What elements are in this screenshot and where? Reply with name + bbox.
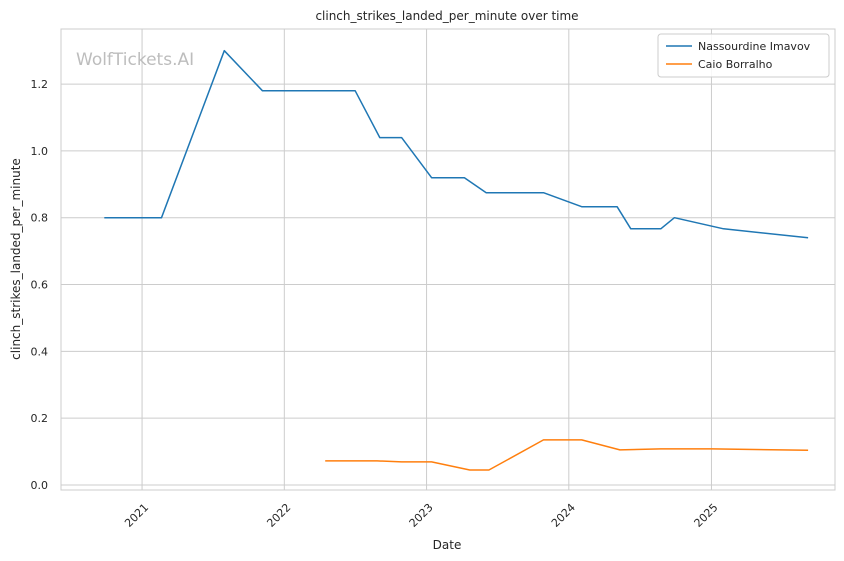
series-line-2 xyxy=(325,439,809,471)
legend-label-series-1: Nassourdine Imavov xyxy=(698,40,811,53)
x-axis-label: Date xyxy=(433,538,462,552)
watermark-text: WolfTickets.AI xyxy=(76,50,194,70)
y-tick-label: 0.6 xyxy=(31,279,49,292)
grid-lines xyxy=(61,29,835,490)
series-lines xyxy=(104,49,809,471)
legend-label-series-2: Caio Borralho xyxy=(698,58,773,71)
chart-title: clinch_strikes_landed_per_minute over ti… xyxy=(315,9,578,23)
y-tick-label: 0.0 xyxy=(31,479,49,492)
plot-area-frame xyxy=(60,28,836,491)
y-tick-label: 0.8 xyxy=(31,212,49,225)
series-line-1 xyxy=(104,49,809,239)
y-tick-labels: 0.0 0.2 0.4 0.6 0.8 1.0 1.2 xyxy=(31,78,49,492)
legend: Nassourdine Imavov Caio Borralho xyxy=(657,33,830,78)
y-tick-label: 0.2 xyxy=(31,412,49,425)
y-axis-label: clinch_strikes_landed_per_minute xyxy=(9,158,23,360)
y-tick-label: 1.2 xyxy=(31,78,49,91)
y-tick-label: 1.0 xyxy=(31,145,49,158)
legend-box xyxy=(657,33,830,78)
y-tick-label: 0.4 xyxy=(31,345,49,358)
